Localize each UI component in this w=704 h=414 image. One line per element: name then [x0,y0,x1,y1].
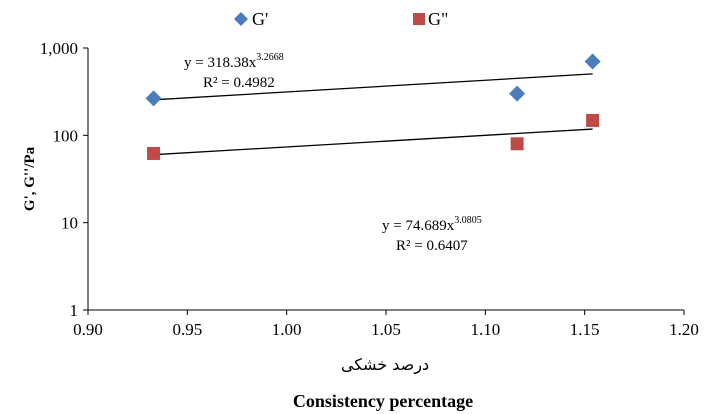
marker-g-prime [145,90,162,107]
legend-diamond-marker [234,12,248,26]
trendline-g-prime [153,73,593,101]
x-tick-label: 1.10 [470,320,500,339]
equation-g-prime: y = 318.38x3.2668 [184,52,284,71]
x-axis-title-persian: درصد خشکی [341,355,429,375]
marker-g-prime [584,53,601,70]
trendline-label-g-prime: y = 318.38x3.2668 R² = 0.4982 [184,52,284,91]
legend-label-g-double-prime: G" [428,9,448,29]
legend-square-marker [413,13,425,25]
r2-g-double-prime: R² = 0.6407 [396,238,468,254]
x-axis-title: Consistency percentage [293,391,473,411]
data-markers [145,53,601,160]
y-tick-label: 1 [70,301,79,320]
equation-g-double-prime-exponent: 3.0805 [454,215,482,226]
x-tick-label: 1.20 [669,320,699,339]
equation-g-prime-base: y = 318.38x [184,55,257,71]
legend: G' G" [234,9,448,29]
x-tick-label: 0.95 [172,320,202,339]
legend-label-g-prime: G' [252,9,268,29]
y-axis-ticks: 1 10 100 1,000 [40,39,88,320]
x-tick-label: 1.05 [371,320,401,339]
x-tick-label: 1.00 [272,320,302,339]
marker-g-double-prime [510,137,524,151]
equation-g-double-prime-base: y = 74.689x [382,218,455,234]
marker-g-double-prime [147,146,161,160]
y-tick-label: 100 [53,126,79,145]
plot-area: 1 10 100 1,000 0.90 0.95 1.00 1.05 1.10 1.15 1.20 [40,39,699,339]
marker-g-double-prime [586,113,600,127]
x-axis-ticks: 0.90 0.95 1.00 1.05 1.10 1.15 1.20 [73,310,699,339]
r2-g-prime: R² = 0.4982 [203,75,275,91]
y-tick-label: 10 [61,214,78,233]
y-axis-title: G', G''/Pa [22,146,38,211]
trendline-label-g-double-prime: y = 74.689x3.0805 R² = 0.6407 [382,215,482,254]
equation-g-double-prime: y = 74.689x3.0805 [382,215,482,234]
x-tick-label: 1.15 [570,320,600,339]
trendline-g-double-prime [153,128,593,156]
x-tick-label: 0.90 [73,320,103,339]
trendlines [153,73,593,156]
marker-g-prime [509,85,526,102]
y-tick-label: 1,000 [40,39,78,58]
equation-g-prime-exponent: 3.2668 [256,52,284,63]
